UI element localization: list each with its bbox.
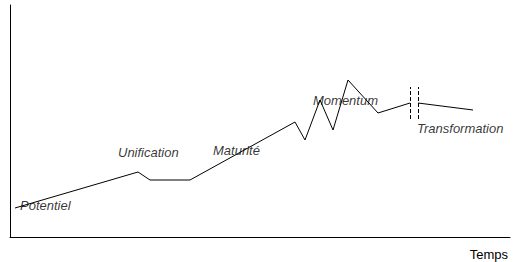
svg-text:Unification: Unification [118,145,179,160]
svg-text:Maturité: Maturité [213,142,260,158]
svg-text:Temps: Temps [470,247,509,262]
svg-text:Momentum: Momentum [313,92,378,108]
svg-text:Transformation: Transformation [417,121,503,136]
svg-text:Potentiel: Potentiel [20,198,72,213]
